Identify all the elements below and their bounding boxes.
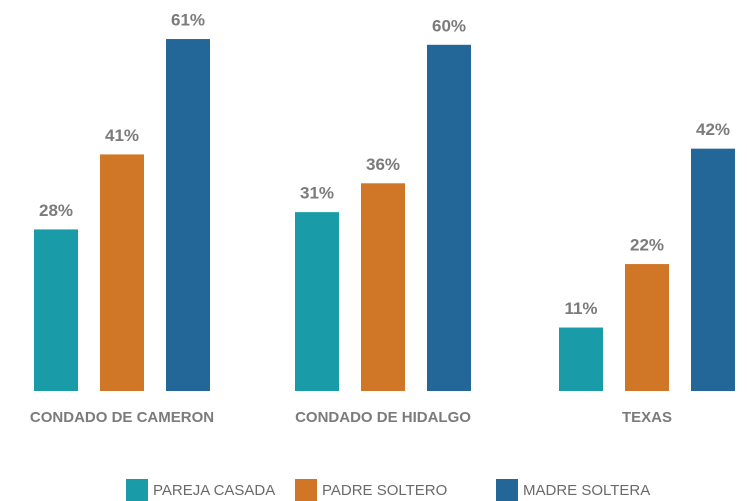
legend-label: PADRE SOLTERO	[322, 482, 447, 499]
value-label: 28%	[39, 201, 73, 220]
value-label: 36%	[366, 155, 400, 174]
bar	[166, 39, 210, 391]
bar	[34, 229, 78, 391]
bar	[100, 154, 144, 391]
bar	[295, 212, 339, 391]
category-label: CONDADO DE CAMERON	[30, 409, 214, 426]
legend-label: MADRE SOLTERA	[523, 482, 650, 499]
value-label: 41%	[105, 126, 139, 145]
bar	[427, 44, 471, 392]
category-label: CONDADO DE HIDALGO	[295, 409, 471, 426]
bar	[625, 264, 669, 391]
value-label: 22%	[630, 236, 664, 255]
bar	[361, 183, 405, 391]
value-label: 61%	[171, 11, 205, 30]
legend-label: PAREJA CASADA	[153, 482, 275, 499]
legend-swatch	[126, 479, 148, 501]
bar	[559, 327, 603, 391]
value-label: 11%	[564, 299, 597, 318]
value-label: 42%	[696, 120, 730, 139]
bar	[691, 148, 735, 391]
value-label: 60%	[432, 16, 466, 35]
legend-swatch	[496, 479, 518, 501]
value-label: 31%	[300, 184, 334, 203]
legend-swatch	[295, 479, 317, 501]
category-label: TEXAS	[622, 409, 672, 426]
